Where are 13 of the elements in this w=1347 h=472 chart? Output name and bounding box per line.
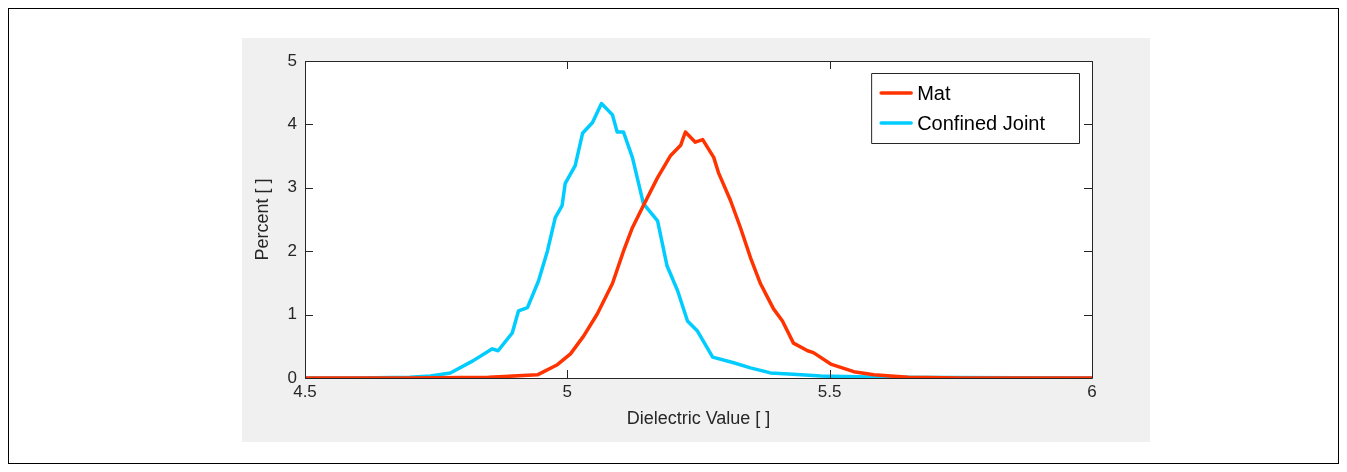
y-axis-title: Percent [ ] bbox=[251, 178, 272, 261]
legend-label: Mat bbox=[917, 81, 951, 104]
y-tick-label: 5 bbox=[287, 50, 297, 70]
y-tick-label: 3 bbox=[287, 177, 297, 197]
y-tick-label: 1 bbox=[287, 304, 297, 324]
y-tick-label: 0 bbox=[287, 367, 297, 387]
x-tick-label: 6 bbox=[1087, 381, 1097, 401]
x-axis-title: Dielectric Value [ ] bbox=[626, 408, 771, 429]
y-tick-label: 4 bbox=[287, 114, 297, 134]
x-tick-label: 5.5 bbox=[817, 381, 842, 401]
legend-label: Confined Joint bbox=[917, 111, 1046, 134]
y-tick-label: 2 bbox=[287, 240, 297, 260]
x-tick-label: 5 bbox=[562, 381, 573, 401]
